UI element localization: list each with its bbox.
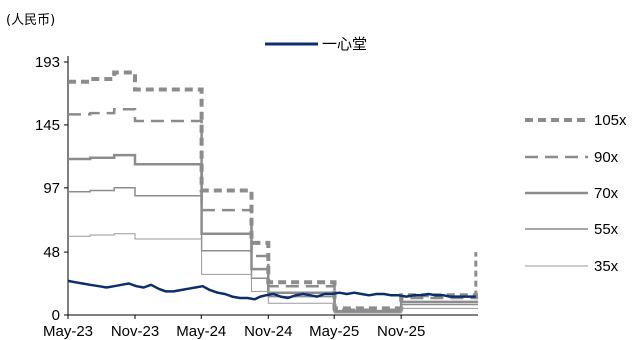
y-tick-label: 145 [35,117,60,134]
y-tick-label: 193 [35,54,60,71]
x-tick-label: May-25 [309,323,359,340]
legend-label-55x: 55x [594,221,619,238]
legend-label-35x: 35x [594,258,619,275]
unit-label: (人民币) [6,13,55,28]
band-line-35x [68,233,478,314]
y-tick-label: 48 [43,244,60,261]
y-tick-label: 0 [52,307,60,324]
legend-label-90x: 90x [594,149,619,166]
price-line [67,279,476,301]
x-tick-label: Nov-23 [111,323,159,340]
band-line-90x [68,107,478,312]
x-tick-label: May-23 [43,323,93,340]
y-tick-label: 97 [43,180,60,197]
legend-label-price: 一心堂 [322,36,367,53]
band-line-70x [68,153,478,313]
x-tick-label: May-24 [176,323,226,340]
band-line-105x [68,70,478,311]
x-tick-label: Nov-25 [377,323,425,340]
x-tick-label: Nov-24 [244,323,292,340]
legend-label-70x: 70x [594,185,619,202]
legend-label-105x: 105x [594,112,627,129]
